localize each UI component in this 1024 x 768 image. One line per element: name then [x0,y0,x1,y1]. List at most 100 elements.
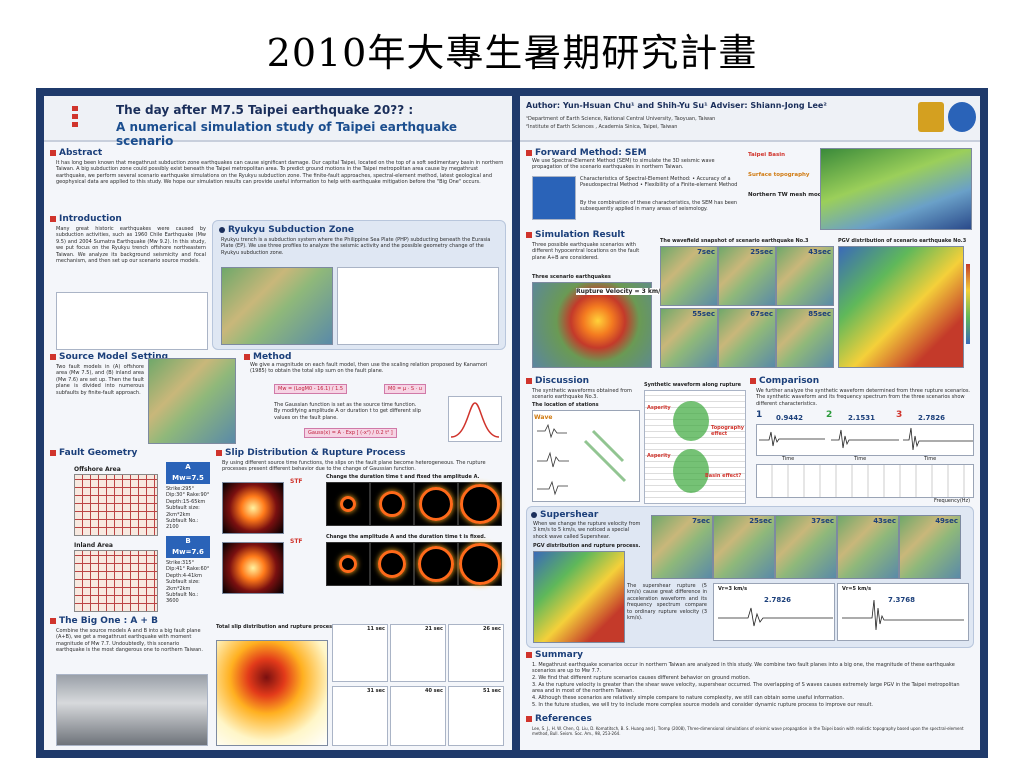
fault-a-badge: A Mw=7.5 [166,462,210,484]
supershear-text: When we change the rupture velocity from… [533,521,641,540]
change-t-caption: Change the duration time t and fixed the… [326,474,480,480]
poster-title: The day after M7.5 Taipei earthquake 20?… [116,103,414,117]
snapshot-67: 67sec [718,308,776,368]
snap-time: 21 sec [424,626,443,632]
section-marker-icon [50,354,56,360]
supershear-snap-25: 25sec [713,515,775,579]
section-marker-icon [526,652,532,658]
vr5-waveform-svg [842,599,964,631]
rupture-frame-4 [458,482,502,526]
summary-2: 2. We find that different rupture scenar… [532,675,751,681]
formula-moment: M0 = μ · S · u [384,384,426,394]
authors-line: Author: Yun-Hsuan Chu¹ and Shih-Yu Su¹ A… [526,101,827,110]
surface-topo-label: Surface topography [748,172,810,178]
bullet-icon [531,512,537,518]
rupture-frame-8 [458,542,502,586]
section-introduction: Introduction [50,214,122,224]
section-source-model: Source Model Setting [50,352,168,362]
snap-time: 11 sec [366,626,385,632]
synthetic-waveforms: Asperity Asperity Topography effect Basi… [644,390,746,504]
topo-effect-label: Topography effect [711,425,745,437]
vr5-waveform: Vr=5 km/s 7.3768 [837,583,969,641]
slip-map-b [222,542,284,594]
supershear-pgv-map [533,551,625,643]
section-title: Method [253,352,292,362]
sem-note: By the combination of these characterist… [580,200,738,213]
mesh-model-label: Northern TW mesh model [748,192,828,198]
fault-a-params: Strike:295° Dip:30° Rake:90° Depth:15-65… [166,486,210,531]
stf-label-1: STF [290,478,303,485]
bullet-icon [219,227,225,233]
section-slip: Slip Distribution & Rupture Process [216,448,405,458]
supershear-note: The supershear rupture (5 km/s) cause gr… [627,583,707,622]
section-sim-result: Simulation Result [526,230,625,240]
fault-b-params: Strike:315° Dip:41° Rake:60° Depth:4-41k… [166,560,210,605]
section-ryukyu: Ryukyu Subduction Zone [219,225,354,235]
snap-label: 85sec [808,310,831,318]
section-title: Simulation Result [535,230,625,240]
formula-magnitude: Mw = (LogM0 - 16.1) / 1.5 [274,384,348,394]
supershear-snap-37: 37sec [775,515,837,579]
section-marker-icon [526,716,532,722]
section-title: Discussion [535,376,590,386]
academia-sinica-logo-icon [948,102,976,132]
snap-label: 7sec [692,517,710,525]
section-method: Method [244,352,291,362]
basin-effect-label: Basin effect? [705,473,742,479]
snap-time: 31 sec [366,688,385,694]
section-marker-icon [750,378,756,384]
pgv-rupture-caption: PGV distribution and rupture process. [533,543,641,549]
subduction-diagram [56,292,208,350]
right-header: Author: Yun-Hsuan Chu¹ and Shih-Yu Su¹ A… [520,96,980,142]
snap-label: 49sec [935,517,958,525]
section-title: Ryukyu Subduction Zone [228,225,355,235]
rupture-frame-5 [326,542,370,586]
ryukyu-panel: Ryukyu Subduction Zone Ryukyu trench is … [212,220,506,350]
section-discussion: Discussion [526,376,589,386]
fault-b-badge: B Mw=7.6 [166,536,210,558]
rupture-frame-2 [370,482,414,526]
frequency-label: Frequency(Hz) [934,498,971,504]
rupture-snap-11: 11 sec [332,624,388,682]
section-comparison: Comparison [750,376,819,386]
section-title: Fault Geometry [59,448,138,458]
time-label-3: Time [924,456,937,462]
big-one-text: Combine the source models A and B into a… [56,628,203,654]
rupture-snap-26: 26 sec [448,624,504,682]
stations-caption: The location of stations [532,402,599,408]
section-marker-icon [526,232,532,238]
section-title: The Big One : A + B [59,616,158,626]
snapshot-25: 25sec [718,246,776,306]
references-text: Lee, S. J., H. W. Chen, Q. Liu, D. Komat… [532,726,964,736]
time-label-1: Time [782,456,795,462]
section-title: References [535,714,592,724]
city-photo [56,674,208,746]
wavefield-caption: The wavefield snapshot of scenario earth… [660,238,809,244]
snap-label: 37sec [811,517,834,525]
comparison-waveforms-svg [759,427,973,451]
section-title: Introduction [59,214,122,224]
snapshot-43: 43sec [776,246,834,306]
section-title: Slip Distribution & Rupture Process [225,448,406,458]
method-text: We give a magnitude on each fault model,… [250,362,488,375]
snap-label: 25sec [749,517,772,525]
header-bars-icon [72,106,78,134]
section-title: Summary [535,650,584,660]
fault-b-letter: B [185,537,191,545]
slip-text: By using different source time functions… [222,460,486,473]
summary-1: 1. Megathrust earthquake scenarios occur… [532,662,955,675]
abstract-text: It has long been known that megathrust s… [56,160,504,186]
poster-right-panel: Author: Yun-Hsuan Chu¹ and Shih-Yu Su¹ A… [520,96,980,750]
snapshot-55: 55sec [660,308,718,368]
rupture-frame-6 [370,542,414,586]
inland-grid [74,550,158,612]
gauss-curve-svg [450,402,500,438]
section-big-one: The Big One : A + B [50,616,158,626]
section-marker-icon [50,216,56,222]
summary-4: 4. Although these scenarios are relative… [532,695,845,701]
comparison-1-value: 0.9442 [776,414,804,422]
offshore-area-label: Offshore Area [74,466,121,473]
fault-b-mw: Mw=7.6 [172,548,204,556]
snap-label: 43sec [873,517,896,525]
snap-time: 40 sec [424,688,443,694]
